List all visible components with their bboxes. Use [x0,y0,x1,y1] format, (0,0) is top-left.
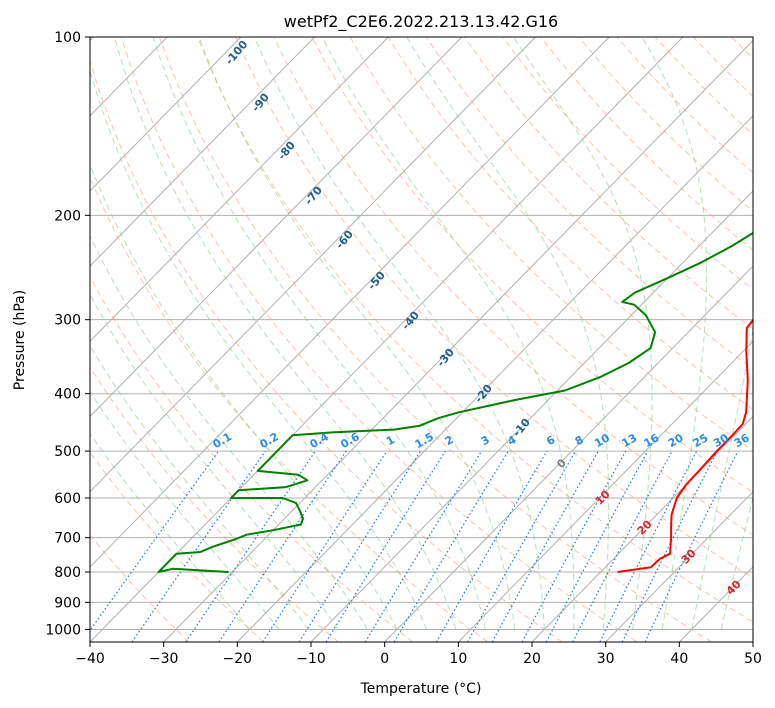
y-tick-label: 800 [54,565,81,581]
moist-adiabat-line [691,328,753,630]
y-tick-label: 500 [54,444,81,460]
y-tick-label: 400 [54,387,81,403]
x-tick-label: −20 [223,651,253,667]
isotherm-line [236,115,753,642]
isotherm-line [163,39,753,642]
plot-frame [89,36,754,643]
x-tick-label: 40 [670,651,688,667]
y-tick-label: 300 [54,313,81,329]
x-tick-label: −30 [149,651,179,667]
moist-adiabat-line [152,37,486,630]
moist-adiabat-line [720,496,753,630]
y-axis-label: Pressure (hPa) [12,290,28,390]
dry-adiabat-line [425,37,753,370]
mixing-ratio-line [521,450,627,642]
y-tick-label: 200 [54,208,81,224]
dry-adiabat-line [387,37,753,411]
dry-adiabat-line [273,37,753,536]
profile-line [157,231,753,573]
isotherm-line [90,37,463,418]
isotherm-line [310,190,753,642]
dry-adiabat-line [90,366,339,642]
dry-adiabat-line [90,275,414,642]
y-tick-label: 600 [54,491,81,507]
moist-adiabat-line [90,68,427,630]
moist-adiabat-line [512,37,653,630]
moist-adiabat-line [90,293,339,630]
moist-adiabat-line [90,344,309,630]
moist-adiabat-line [641,37,708,630]
moist-adiabat-line [253,37,545,630]
dry-adiabat-line [90,451,264,642]
x-tick-label: 10 [449,651,467,667]
x-tick-label: −40 [75,651,105,667]
moist-adiabat-line [90,432,250,630]
isotherm-line [457,340,753,642]
isotherm-line [605,490,753,642]
y-tick-label: 700 [54,531,81,547]
mixing-ratio-line [491,450,599,642]
x-tick-label: 20 [523,651,541,667]
isotherm-line [90,37,536,493]
moist-adiabat-line [198,37,516,630]
profile-lines [157,231,753,573]
dry-adiabats [90,37,775,642]
isotherm-line [90,37,389,343]
isotherm-line [531,415,753,642]
mixing-ratio-line [218,450,347,642]
grid-layer: 0.1 0.2 0.4 0.6 1 1.5 2 3 4 6 8 10 13 16 20 25 30 36-100-… [90,37,775,642]
moist-adiabat-line [90,234,368,630]
dry-adiabat-line [349,37,753,452]
moist-adiabat-line [406,37,610,630]
x-tick-label: 50 [744,651,762,667]
isotherm-grid [90,37,753,642]
isotherm-line [90,37,242,192]
y-axis: 100 200 300 400 500 600 700 800 900 1000 [45,30,90,638]
isotherm-line [752,641,753,642]
x-axis-label: Temperature (°C) [360,681,482,697]
dry-adiabat-line [90,59,563,642]
y-tick-label: 1000 [45,622,81,638]
x-tick-label: 30 [597,651,615,667]
chart-title: wetPf2_C2E6.2022.213.13.42.G16 [284,12,558,32]
isotherm-line [384,265,753,642]
x-tick-label: −10 [296,651,326,667]
moist-adiabat-line [90,390,280,630]
mixing-ratio-line [621,450,718,642]
isotherm-line [90,37,315,267]
y-tick-label: 900 [54,595,81,611]
x-axis: −40 −30 −20 −10 0 10 20 30 40 50 [75,642,762,667]
mixing-ratio-lines [90,450,739,642]
dry-adiabat-line [197,37,753,623]
x-tick-label: 0 [380,651,389,667]
mixing-ratio-line [90,450,220,632]
mixing-ratio-line [262,450,388,642]
dry-adiabat-line [120,37,638,642]
y-tick-label: 100 [54,30,81,46]
mixing-ratio-line [185,450,316,642]
dry-adiabat-line [90,176,488,642]
dry-adiabat-line [770,37,775,642]
dry-adiabat-line [235,37,753,579]
dry-adiabat-line [311,37,753,493]
mixing-ratio-line [599,450,698,642]
mixing-ratio-line [131,450,266,642]
mixing-ratio-line [545,450,649,642]
isotherm-line [90,37,610,568]
profile-line [617,318,753,573]
moist-adiabat-line [113,37,457,630]
isotherm-line [90,37,684,642]
mixing-ratio-line [298,450,422,642]
mixing-ratio-line [466,450,577,642]
plot-background [90,37,753,642]
mixing-ratio-line [364,450,483,642]
